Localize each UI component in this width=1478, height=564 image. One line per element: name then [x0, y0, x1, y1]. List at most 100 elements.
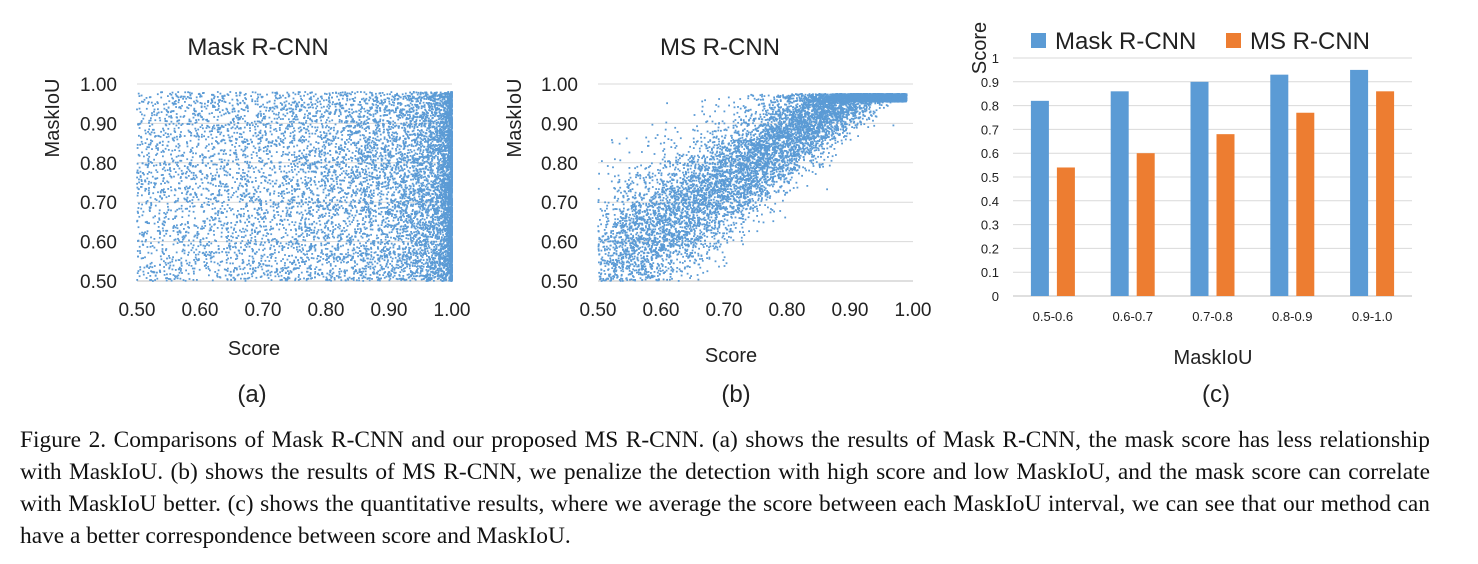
scatter-point — [296, 165, 299, 168]
scatter-point — [418, 275, 421, 278]
scatter-point — [172, 264, 175, 267]
scatter-point — [238, 213, 240, 216]
scatter-point — [167, 135, 170, 138]
scatter-point — [372, 243, 375, 245]
scatter-point — [351, 194, 353, 196]
scatter-point — [436, 271, 438, 274]
scatter-point — [369, 220, 372, 223]
scatter-point — [388, 97, 390, 100]
scatter-point — [442, 163, 444, 165]
scatter-point — [323, 154, 326, 157]
scatter-point — [256, 125, 259, 128]
scatter-point — [439, 136, 442, 139]
scatter-point — [399, 137, 401, 140]
scatter-point — [410, 93, 413, 96]
scatter-point — [219, 180, 221, 183]
scatter-point — [395, 277, 398, 280]
scatter-point — [440, 223, 443, 226]
scatter-point — [322, 258, 325, 260]
scatter-point — [291, 171, 294, 173]
scatter-point — [247, 179, 249, 182]
scatter-point — [403, 156, 405, 159]
scatter-point — [385, 254, 388, 256]
scatter-point — [444, 161, 447, 163]
scatter-point — [172, 227, 175, 229]
scatter-point — [331, 92, 334, 94]
scatter-point — [379, 115, 382, 117]
scatter-point — [403, 168, 406, 170]
scatter-point — [164, 161, 166, 164]
scatter-point — [169, 175, 172, 177]
scatter-point — [159, 164, 162, 166]
scatter-point — [447, 255, 450, 258]
scatter-point — [372, 137, 375, 140]
scatter-point — [355, 121, 358, 124]
scatter-point — [260, 265, 263, 268]
scatter-point — [202, 237, 204, 240]
scatter-point — [188, 261, 191, 264]
scatter-point — [377, 167, 380, 170]
scatter-point — [383, 123, 385, 126]
scatter-point — [211, 256, 213, 259]
scatter-point — [240, 277, 242, 280]
scatter-point — [439, 127, 442, 130]
scatter-point — [270, 228, 273, 230]
scatter-point — [424, 115, 427, 118]
scatter-point — [444, 141, 447, 144]
scatter-point — [335, 178, 338, 180]
scatter-point — [354, 200, 356, 202]
scatter-point — [403, 127, 406, 129]
scatter-point — [371, 178, 374, 180]
scatter-point — [213, 252, 215, 255]
scatter-point — [345, 115, 348, 118]
scatter-point — [359, 116, 362, 118]
scatter-point — [411, 125, 414, 128]
scatter-point — [177, 237, 179, 240]
scatter-point — [375, 128, 377, 131]
scatter-point — [423, 145, 425, 148]
scatter-point — [348, 276, 351, 279]
scatter-point — [377, 129, 380, 132]
scatter-point — [327, 152, 329, 155]
scatter-point — [402, 225, 405, 228]
scatter-point — [342, 207, 344, 210]
scatter-point — [291, 262, 293, 265]
scatter-point — [373, 244, 376, 247]
scatter-point — [310, 170, 313, 173]
scatter-point — [264, 146, 267, 148]
scatter-point — [274, 143, 277, 146]
scatter-point — [193, 205, 196, 208]
scatter-point — [437, 115, 440, 118]
scatter-point — [325, 141, 327, 144]
scatter-point — [163, 188, 165, 191]
scatter-point — [192, 174, 195, 177]
scatter-point — [298, 91, 301, 94]
scatter-point — [413, 226, 416, 229]
scatter-point — [428, 135, 431, 138]
scatter-point — [303, 127, 306, 130]
scatter-point — [414, 113, 417, 115]
scatter-point — [215, 140, 217, 142]
scatter-point — [187, 272, 190, 275]
scatter-point — [320, 244, 323, 247]
scatter-point — [157, 191, 159, 194]
scatter-point — [371, 140, 374, 142]
scatter-point — [435, 119, 438, 122]
scatter-point — [307, 125, 309, 128]
scatter-point — [449, 161, 452, 164]
scatter-point — [386, 261, 389, 263]
scatter-point — [328, 189, 330, 192]
scatter-point — [316, 105, 319, 108]
scatter-point — [196, 259, 199, 262]
scatter-point — [224, 112, 227, 115]
scatter-point — [367, 195, 370, 198]
scatter-point — [211, 112, 213, 114]
scatter-point — [443, 265, 446, 268]
scatter-point — [444, 110, 447, 113]
scatter-point — [273, 192, 275, 195]
scatter-point — [368, 216, 371, 218]
scatter-point — [345, 117, 348, 119]
scatter-point — [399, 219, 402, 221]
scatter-point — [291, 123, 293, 125]
scatter-point — [311, 192, 314, 195]
